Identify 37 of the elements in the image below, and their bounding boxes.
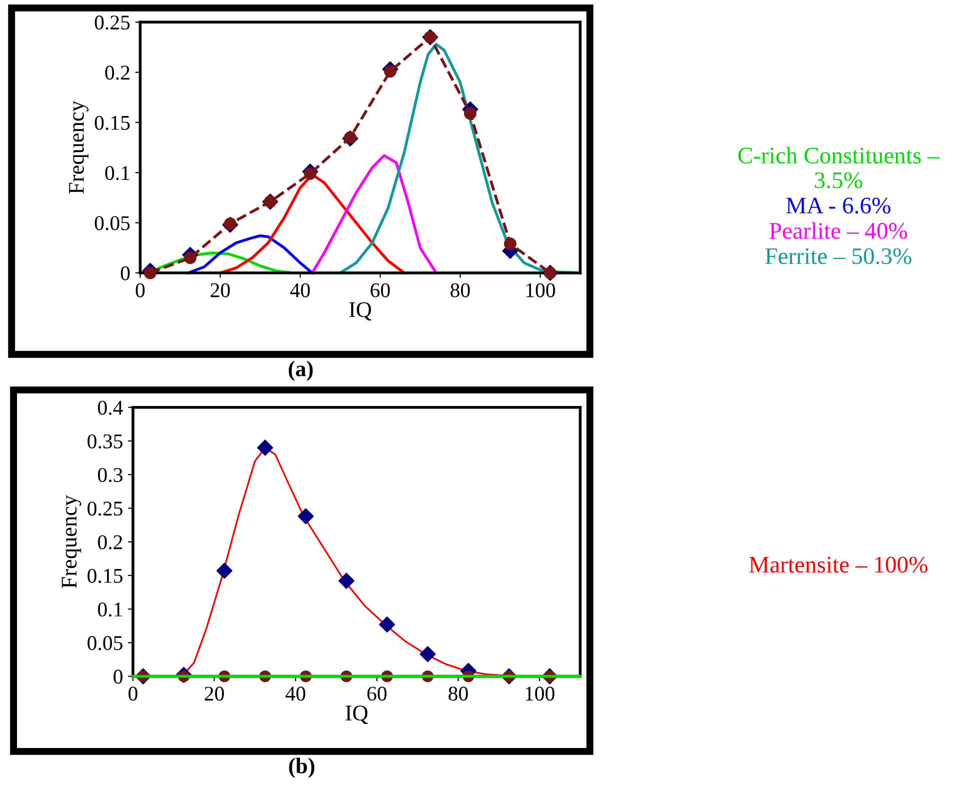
y-tick-label: 0.35 [88, 434, 122, 449]
y-axis-title: Frequency [69, 100, 88, 194]
text: MA - 6.6% [786, 198, 890, 214]
x-tick-label: 60 [367, 686, 387, 701]
y-tick-label: 0.2 [98, 535, 122, 550]
y-tick-label: 0.2 [105, 66, 130, 80]
x-tick-label: 60 [370, 283, 390, 298]
y-tick-label: 0.1 [98, 602, 122, 617]
text: Martensite – 100% [749, 556, 928, 573]
y-tick-label: 0.25 [94, 16, 130, 30]
x-tick-label: 40 [286, 686, 306, 701]
x-tick-label: 0 [136, 283, 145, 298]
y-tick-label: 0.15 [94, 116, 130, 130]
x-tick-label: 40 [290, 283, 310, 298]
y-axis-title: Frequency [62, 495, 82, 588]
y-tick-label: 0.25 [88, 502, 122, 516]
x-tick-label: 100 [526, 686, 554, 701]
y-tick-label: 0.05 [94, 216, 130, 230]
x-axis-title: IQ [346, 706, 368, 724]
y-tick-label: 0.05 [88, 636, 122, 650]
x-tick-label: 20 [204, 686, 224, 701]
y-tick-label: 0.1 [105, 166, 130, 180]
y-tick-label: 0 [120, 266, 130, 280]
text: (b) [289, 758, 314, 778]
text: C-rich Constituents – 3.5% [738, 146, 940, 188]
y-tick-label: 0 [114, 670, 122, 684]
x-tick-label: 20 [210, 283, 230, 298]
y-tick-label: 0.15 [88, 568, 122, 583]
x-tick-label: 80 [450, 283, 470, 298]
y-tick-label: 0.3 [98, 468, 122, 482]
text: (a) [288, 360, 313, 381]
x-tick-label: 100 [526, 283, 556, 298]
text: Ferrite – 50.3% [765, 248, 912, 264]
x-tick-label: 80 [448, 686, 468, 701]
x-axis-title: IQ [349, 302, 372, 321]
text: Pearlite – 40% [770, 222, 908, 239]
y-tick-label: 0.4 [98, 400, 123, 415]
